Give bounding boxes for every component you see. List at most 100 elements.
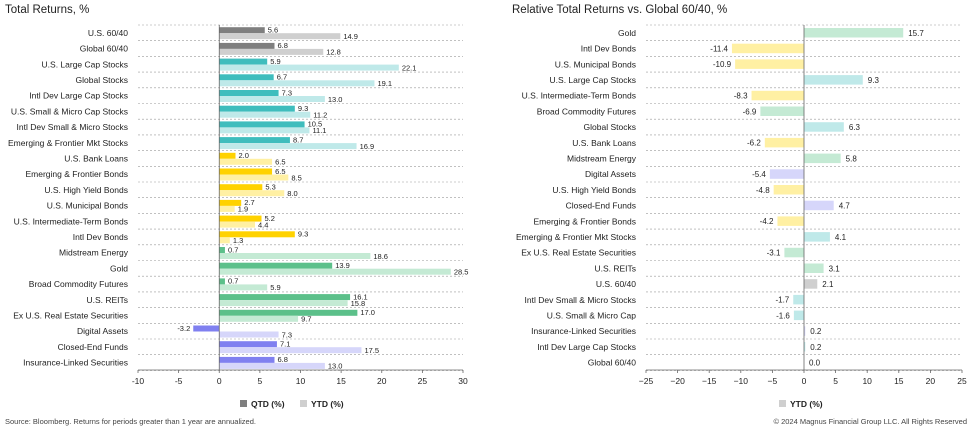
value-label: -5.4 (752, 170, 766, 179)
legend-label: QTD (%) (251, 399, 285, 409)
value-label: -6.2 (747, 139, 761, 148)
bar-relative (804, 122, 844, 132)
category-label: Intl Dev Small & Micro Stocks (17, 122, 128, 132)
bar-relative (751, 90, 804, 101)
x-tick-label: −20 (670, 376, 685, 386)
x-tick-label: 0 (802, 376, 807, 386)
bar-qtd (219, 278, 225, 285)
category-label: U.S. Large Cap Stocks (550, 75, 636, 85)
bar-relative (793, 294, 804, 305)
x-tick-label: 10 (296, 376, 306, 386)
bar-ytd (219, 80, 375, 87)
value-label-ytd: 11.1 (312, 126, 326, 135)
category-label: Emerging & Frontier Bonds (25, 169, 128, 179)
category-label: U.S. Bank Loans (572, 138, 636, 148)
bar-ytd (219, 362, 325, 369)
value-label: 0.2 (810, 343, 822, 352)
x-tick-label: −5 (768, 376, 778, 386)
category-label: U.S. High Yield Bonds (552, 185, 636, 195)
value-label-qtd: 17.0 (360, 308, 375, 317)
category-label: Insurance-Linked Securities (23, 358, 128, 368)
x-tick-label: 25 (957, 376, 967, 386)
value-label-qtd: 13.9 (335, 261, 350, 270)
category-label: U.S. REITs (86, 295, 128, 305)
bar-relative (804, 153, 841, 164)
x-tick-label: −10 (734, 376, 749, 386)
value-label: -8.3 (734, 92, 748, 101)
category-label: Emerging & Frontier Bonds (533, 216, 636, 226)
category-label: Ex U.S. Real Estate Securities (521, 248, 636, 258)
category-label: U.S. Large Cap Stocks (42, 59, 128, 69)
copyright-note: © 2024 Magnus Financial Group LLC. All R… (773, 417, 967, 426)
bar-relative (804, 279, 818, 289)
value-label: -1.7 (775, 296, 789, 305)
bar-ytd (219, 284, 268, 291)
bar-ytd (219, 237, 230, 244)
bar-ytd (219, 33, 341, 40)
x-tick-label: 20 (926, 376, 936, 386)
value-label: -3.1 (767, 249, 781, 258)
value-label-qtd: 5.6 (268, 26, 278, 35)
bar-ytd (219, 64, 399, 71)
bar-ytd (219, 205, 235, 212)
category-label: Midstream Energy (567, 153, 637, 163)
bar-qtd (219, 294, 351, 301)
bar-ytd (219, 221, 255, 228)
bar-qtd (219, 262, 333, 269)
category-label: Global 60/40 (588, 358, 636, 368)
value-label-ytd: 8.5 (291, 173, 301, 182)
value-label-qtd: 2.0 (239, 151, 249, 160)
value-label-ytd: 13.0 (328, 362, 343, 371)
category-label: Closed-End Funds (566, 201, 636, 211)
value-label: -10.9 (713, 60, 732, 69)
bar-ytd (219, 253, 371, 259)
category-label: U.S. Municipal Bonds (555, 59, 636, 69)
bar-ytd (219, 190, 285, 197)
value-label-ytd: 5.9 (270, 283, 280, 292)
value-label: 6.3 (849, 123, 861, 132)
x-tick-label: −15 (702, 376, 717, 386)
category-label: Intl Dev Large Cap Stocks (537, 342, 636, 352)
category-label: Intl Dev Bonds (73, 232, 128, 242)
bar-relative (793, 310, 804, 321)
value-label-qtd: 5.9 (270, 57, 280, 66)
bar-ytd (219, 127, 310, 134)
value-label: -11.4 (710, 45, 728, 54)
category-label: Global Stocks (76, 75, 128, 85)
value-label-ytd: 16.9 (360, 142, 375, 151)
x-tick-label: 15 (894, 376, 904, 386)
value-label-qtd: 6.7 (277, 73, 287, 82)
category-label: Broad Commodity Futures (29, 279, 128, 289)
value-label: 9.3 (868, 76, 880, 85)
bar-ytd (219, 96, 325, 102)
value-label-ytd: 15.8 (351, 299, 366, 308)
x-tick-label: 5 (258, 376, 263, 386)
value-label: -4.2 (760, 217, 774, 226)
bar-ytd (219, 143, 357, 150)
x-tick-label: 15 (336, 376, 346, 386)
value-label-qtd: 9.3 (298, 230, 308, 239)
category-label: U.S. REITs (594, 263, 636, 273)
bar-relative (731, 43, 804, 54)
category-label: Intl Dev Bonds (581, 44, 636, 54)
x-tick-label: 0 (217, 376, 222, 386)
category-label: Emerging & Frontier Mkt Stocks (516, 232, 636, 242)
value-label: 0.2 (810, 327, 822, 336)
value-label-qtd: 2.7 (244, 198, 254, 207)
legend-label: YTD (%) (790, 399, 823, 409)
right-chart-title: Relative Total Returns vs. Global 60/40,… (512, 4, 728, 16)
x-tick-label: -10 (132, 376, 145, 386)
value-label-qtd: 6.8 (278, 355, 288, 364)
value-label: 5.8 (846, 154, 858, 163)
value-label: 4.1 (835, 233, 847, 242)
value-label-qtd: 6.8 (278, 41, 288, 50)
bar-relative (804, 342, 806, 352)
source-note: Source: Bloomberg. Returns for periods g… (5, 417, 256, 426)
bar-qtd (219, 215, 262, 222)
value-label-ytd: 14.9 (343, 32, 358, 41)
value-label-qtd: -3.2 (177, 324, 190, 333)
bar-relative (773, 185, 804, 195)
bar-relative (804, 75, 863, 85)
category-label: Emerging & Frontier Mkt Stocks (8, 138, 128, 148)
